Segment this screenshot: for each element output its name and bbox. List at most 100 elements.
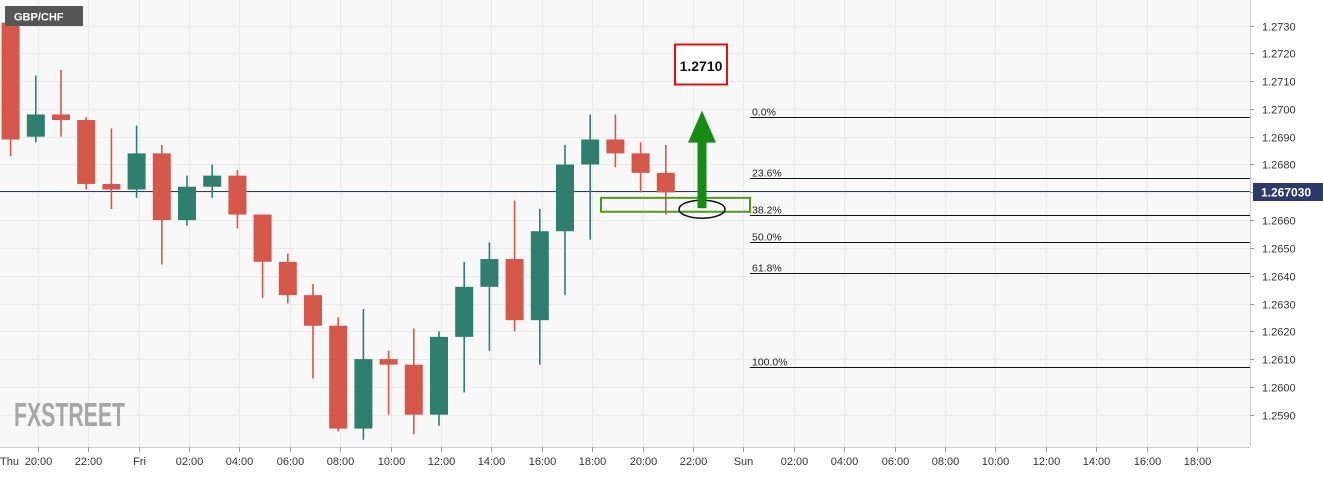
time-tick-label: 12:00 (1033, 456, 1061, 468)
price-tick-label: 1.2710 (1262, 77, 1296, 89)
candle-body (329, 325, 348, 429)
time-tick-label: Sun (734, 456, 754, 468)
candle-bearish (77, 117, 96, 190)
candle-bearish (656, 145, 675, 215)
candle-bullish (530, 208, 549, 365)
time-axis: Thu 20:00 22:00 Fri 02:00 04:00 06:00 08:00 10:0… (0, 447, 1211, 468)
fib-level-label: 0.0% (752, 107, 776, 119)
time-tick-label: 10:00 (378, 456, 406, 468)
price-tick-label: 1.2650 (1262, 244, 1296, 256)
time-tick-label: 14:00 (1083, 456, 1111, 468)
candle-bearish (505, 200, 524, 332)
candle-bearish (404, 328, 423, 435)
candle-bullish (455, 261, 474, 393)
target-price-box (674, 43, 728, 86)
candle-bearish (631, 142, 650, 193)
candle-bullish (430, 331, 448, 426)
candle-bearish (152, 145, 171, 265)
time-tick-label: 14:00 (478, 456, 506, 468)
candle-body (278, 261, 297, 296)
candle-body (631, 153, 650, 173)
fibonacci-levels: 0.0% 23.6% 38.2% 50.0% 61.8% 100.0% (750, 107, 1250, 369)
target-arrow-shaft (697, 141, 707, 209)
candle-bullish (127, 125, 146, 198)
grid-lines (0, 0, 1250, 447)
symbol-label: GBP/CHF (14, 12, 64, 24)
target-arrow-head (688, 110, 716, 143)
candle-body (77, 120, 96, 184)
candle-bullish (26, 75, 45, 143)
time-tick-label: 22:00 (680, 456, 708, 468)
symbol-badge (5, 6, 83, 26)
price-axis: 1.2590 1.2600 1.2610 1.2620 1.2630 1.2640 1.26… (1250, 22, 1296, 423)
candle-bearish (1, 11, 20, 157)
fib-level-label: 38.2% (752, 205, 782, 217)
candle-body (203, 175, 222, 187)
candle-bearish (329, 317, 348, 432)
price-tick-label: 1.2640 (1262, 272, 1296, 284)
candle-bearish (253, 214, 272, 298)
price-tick-label: 1.2660 (1262, 216, 1296, 228)
time-tick-label: 04:00 (226, 456, 254, 468)
price-tick-label: 1.2680 (1262, 160, 1296, 172)
candle-bullish (556, 145, 574, 296)
candle-body (228, 175, 247, 215)
candle-body (304, 295, 322, 326)
candle-body (480, 259, 499, 287)
support-zone-box (600, 196, 751, 213)
fxstreet-logo-fx: FX (14, 396, 41, 433)
time-tick-label: 12:00 (428, 456, 456, 468)
fib-level-label: 23.6% (752, 168, 782, 180)
time-tick-label: 04:00 (831, 456, 859, 468)
time-tick-label: 20:00 (25, 456, 53, 468)
time-tick-label: 02:00 (176, 456, 204, 468)
candle-body (430, 336, 448, 415)
candle-body (1, 22, 20, 140)
time-tick-label: 16:00 (529, 456, 557, 468)
candle-bullish (203, 164, 222, 198)
candle-bearish (379, 350, 398, 415)
candle-body (581, 139, 600, 165)
time-tick-label: 02:00 (781, 456, 809, 468)
price-tick-label: 1.2630 (1262, 300, 1296, 312)
candle-body (152, 153, 171, 221)
target-price-label: 1.2710 (680, 58, 723, 74)
candle-bearish (52, 69, 70, 137)
price-tick-label: 1.2610 (1262, 355, 1296, 367)
time-tick-label: 18:00 (579, 456, 607, 468)
candle-body (379, 359, 398, 365)
candle-bullish (354, 309, 373, 440)
price-tick-label: 1.2600 (1262, 383, 1296, 395)
current-price-badge (1253, 183, 1323, 201)
candle-bullish (480, 242, 499, 351)
candle-body (505, 259, 524, 321)
candle-body (606, 139, 625, 154)
time-tick-label: 16:00 (1134, 456, 1162, 468)
price-tick-label: 1.2590 (1262, 411, 1296, 423)
candle-body (52, 114, 70, 121)
fib-level-label: 61.8% (752, 263, 782, 275)
candle-body (127, 153, 146, 190)
price-tick-label: 1.2730 (1262, 22, 1296, 34)
candle-bearish (278, 253, 297, 304)
fib-level-label: 100.0% (752, 357, 788, 369)
candle-bearish (304, 284, 322, 379)
time-tick-label: 06:00 (277, 456, 305, 468)
time-tick-label: Thu (0, 456, 19, 468)
candle-body (178, 186, 196, 221)
time-tick-label: 08:00 (327, 456, 355, 468)
candle-body (556, 164, 574, 232)
candle-body (354, 359, 373, 429)
candle-bullish (178, 175, 196, 226)
candle-bearish (102, 128, 121, 209)
fib-level-label: 50.0% (752, 232, 782, 244)
candle-body (26, 114, 45, 137)
candle-bearish (228, 170, 247, 229)
candles (1, 11, 675, 440)
current-price-label: 1.267030 (1261, 186, 1311, 200)
price-tick-label: 1.2720 (1262, 49, 1296, 61)
candle-body (102, 183, 121, 190)
fxstreet-logo-street: STREET (41, 396, 125, 433)
